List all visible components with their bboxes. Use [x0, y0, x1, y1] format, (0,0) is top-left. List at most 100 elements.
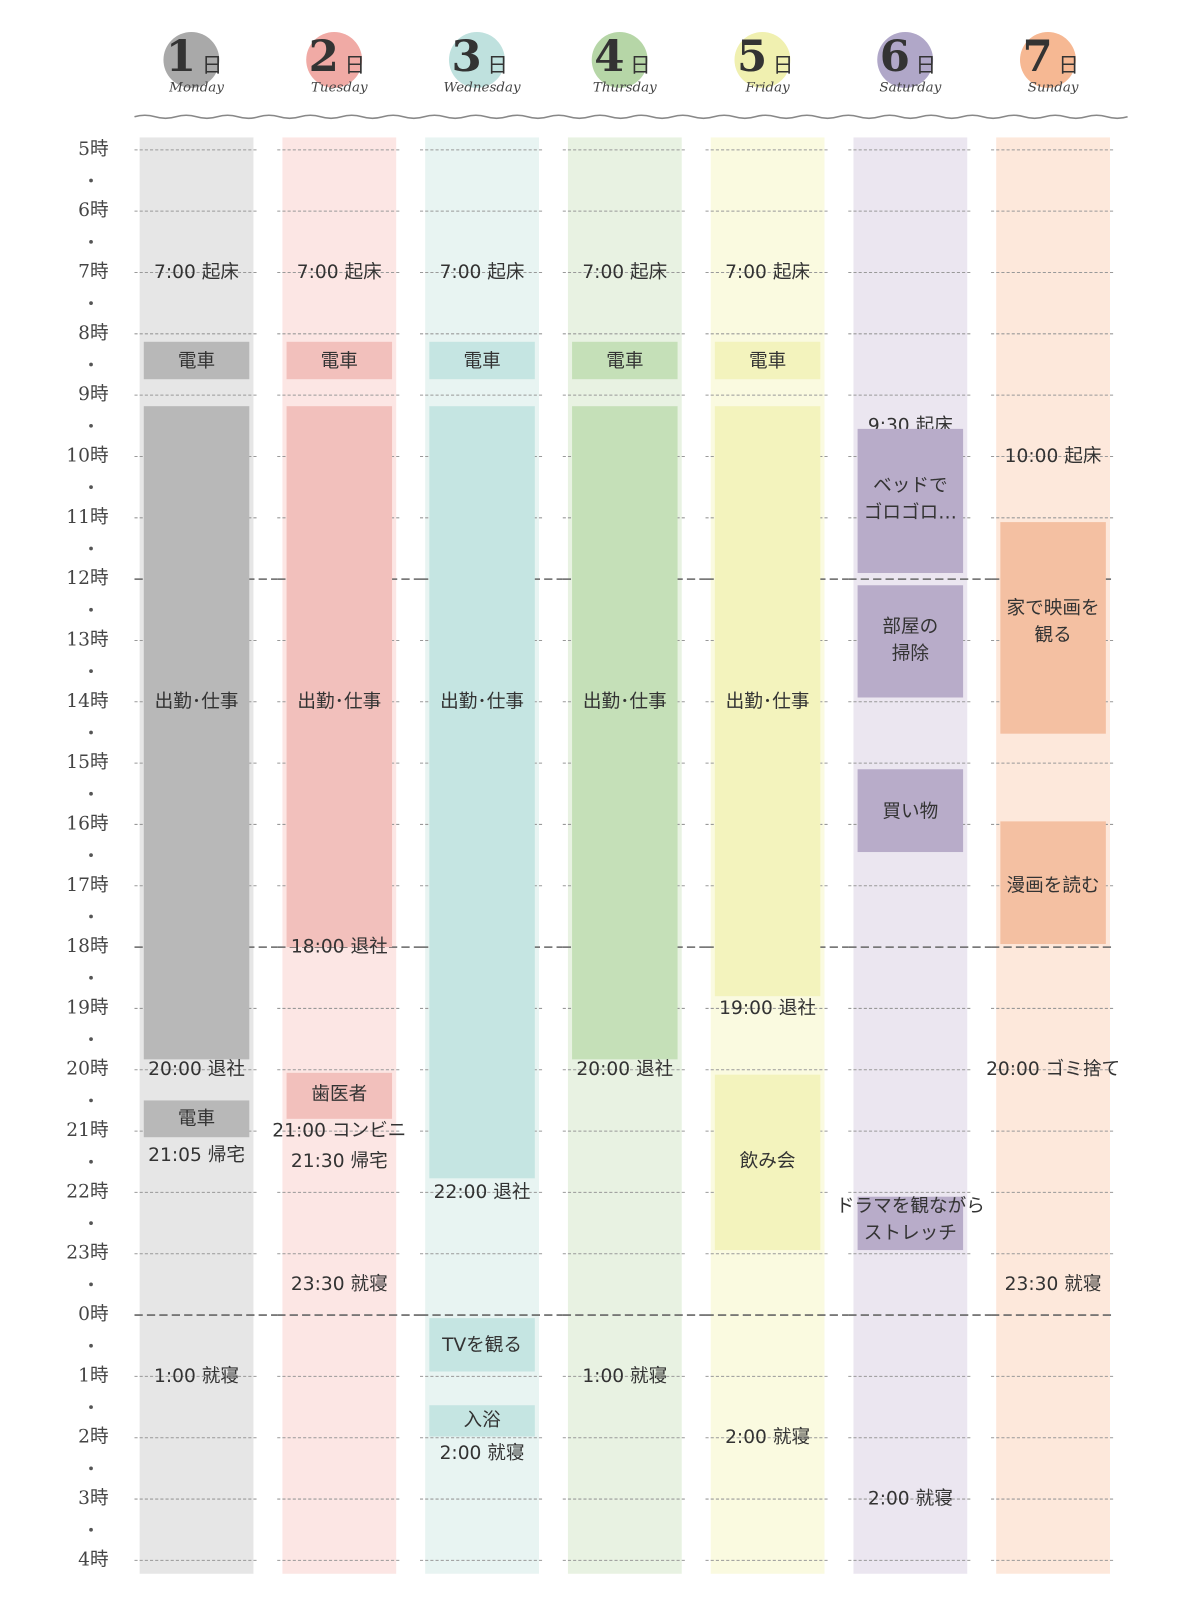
half-dot	[89, 730, 93, 735]
event-text: 漫画を読む	[1007, 875, 1100, 896]
event-block	[857, 585, 964, 698]
event-block	[857, 428, 964, 573]
day-number: 1	[166, 31, 196, 82]
event-text: 買い物	[882, 802, 938, 823]
event-block	[429, 1405, 535, 1437]
event-label: 21:30 帰宅	[291, 1151, 388, 1172]
event-label: 20:00 ゴミ捨て	[986, 1059, 1120, 1080]
hour-label: 0時	[78, 1304, 108, 1325]
event-label: 20:00 退社	[148, 1059, 245, 1080]
event-block	[572, 341, 678, 380]
day-column	[853, 137, 968, 1574]
half-dot	[89, 1159, 93, 1164]
hour-label: 17時	[66, 875, 108, 896]
day-circle	[163, 32, 220, 88]
weekday: Tuesday	[311, 80, 368, 95]
day-number: 5	[737, 31, 767, 82]
day-number: 4	[594, 31, 624, 82]
event-label: 7:00 起床	[154, 262, 239, 283]
hour-label: 5時	[78, 139, 108, 160]
event-label: 19:00 退社	[719, 998, 816, 1019]
day-number: 7	[1022, 31, 1052, 82]
day-unit: 日	[630, 53, 651, 77]
half-dot	[89, 546, 93, 551]
day-circle	[306, 32, 363, 88]
hour-label: 18時	[66, 936, 108, 957]
hour-label: 22時	[66, 1181, 108, 1202]
hour-label: 4時	[78, 1549, 108, 1570]
event-text: 掃除	[892, 643, 930, 664]
half-dot	[89, 1037, 93, 1041]
event-block	[1000, 821, 1106, 945]
event-label: 7:00 起床	[582, 262, 667, 283]
event-block	[714, 406, 821, 997]
event-text: 電車	[749, 351, 786, 372]
weekday: Wednesday	[444, 80, 521, 95]
event-label: 21:00 コンビニ	[272, 1121, 406, 1142]
event-text: 電車	[321, 351, 358, 372]
hour-label: 20時	[66, 1059, 108, 1080]
event-label: 1:00 就寝	[154, 1366, 239, 1387]
event-label: 2:00 就寝	[440, 1443, 525, 1464]
half-dot	[89, 791, 93, 796]
half-dot	[89, 1405, 93, 1409]
half-dot	[89, 301, 93, 306]
day-number: 6	[880, 31, 910, 82]
event-text: 入浴	[463, 1410, 501, 1431]
hour-label: 12時	[66, 568, 108, 589]
day-unit: 日	[202, 53, 223, 77]
event-text: 電車	[463, 351, 500, 372]
half-dot	[89, 362, 93, 367]
half-dot	[89, 914, 93, 919]
event-label: 7:00 起床	[440, 262, 525, 283]
event-label: 2:00 就寝	[725, 1427, 810, 1448]
event-block	[143, 406, 250, 1060]
event-block	[286, 406, 393, 948]
event-text: TVを観る	[441, 1335, 522, 1356]
event-label: 23:30 就寝	[291, 1274, 388, 1295]
hour-label: 15時	[66, 752, 108, 773]
event-text: ゴロゴロ…	[864, 502, 957, 523]
event-text: 家で映画を	[1007, 598, 1100, 619]
hour-label: 23時	[66, 1243, 108, 1264]
day-number: 2	[309, 31, 339, 82]
hour-label: 1時	[78, 1365, 108, 1386]
day-circle	[734, 32, 791, 88]
event-block	[286, 341, 393, 380]
hour-label: 7時	[78, 261, 108, 282]
hour-label: 3時	[78, 1488, 108, 1509]
day-circle	[1020, 32, 1076, 88]
event-label: 10:00 起床	[1005, 446, 1102, 467]
weekday: Monday	[168, 80, 224, 95]
half-dot	[89, 1343, 93, 1348]
event-label: 7:00 起床	[297, 262, 382, 283]
hour-label: 16時	[66, 813, 108, 834]
hour-label: 6時	[78, 200, 108, 221]
event-text: 部屋の	[882, 617, 938, 638]
event-text: ベッドで	[873, 475, 947, 496]
event-block	[429, 1318, 535, 1372]
event-block	[143, 1100, 250, 1138]
half-dot	[89, 485, 93, 489]
event-text: 出勤･仕事	[583, 691, 667, 712]
day-unit: 日	[1058, 53, 1079, 77]
half-dot	[89, 1282, 93, 1287]
day-unit: 日	[773, 53, 794, 77]
event-block	[714, 1074, 821, 1251]
event-text: 歯医者	[311, 1084, 367, 1105]
hour-label: 2時	[78, 1427, 108, 1448]
half-dot	[89, 1527, 93, 1532]
hour-label: 9時	[78, 384, 108, 405]
day-circle	[591, 32, 648, 88]
weekday: Saturday	[879, 80, 941, 95]
day-circle	[448, 32, 505, 88]
half-dot	[89, 1466, 93, 1471]
event-block	[857, 1196, 964, 1251]
hour-label: 13時	[66, 629, 108, 650]
weekday: Sunday	[1028, 80, 1079, 95]
weekday: Friday	[744, 80, 790, 95]
event-text: 出勤･仕事	[297, 691, 381, 712]
event-label: 1:00 就寝	[582, 1366, 667, 1387]
hour-label: 21時	[66, 1120, 108, 1141]
half-dot	[89, 239, 93, 244]
